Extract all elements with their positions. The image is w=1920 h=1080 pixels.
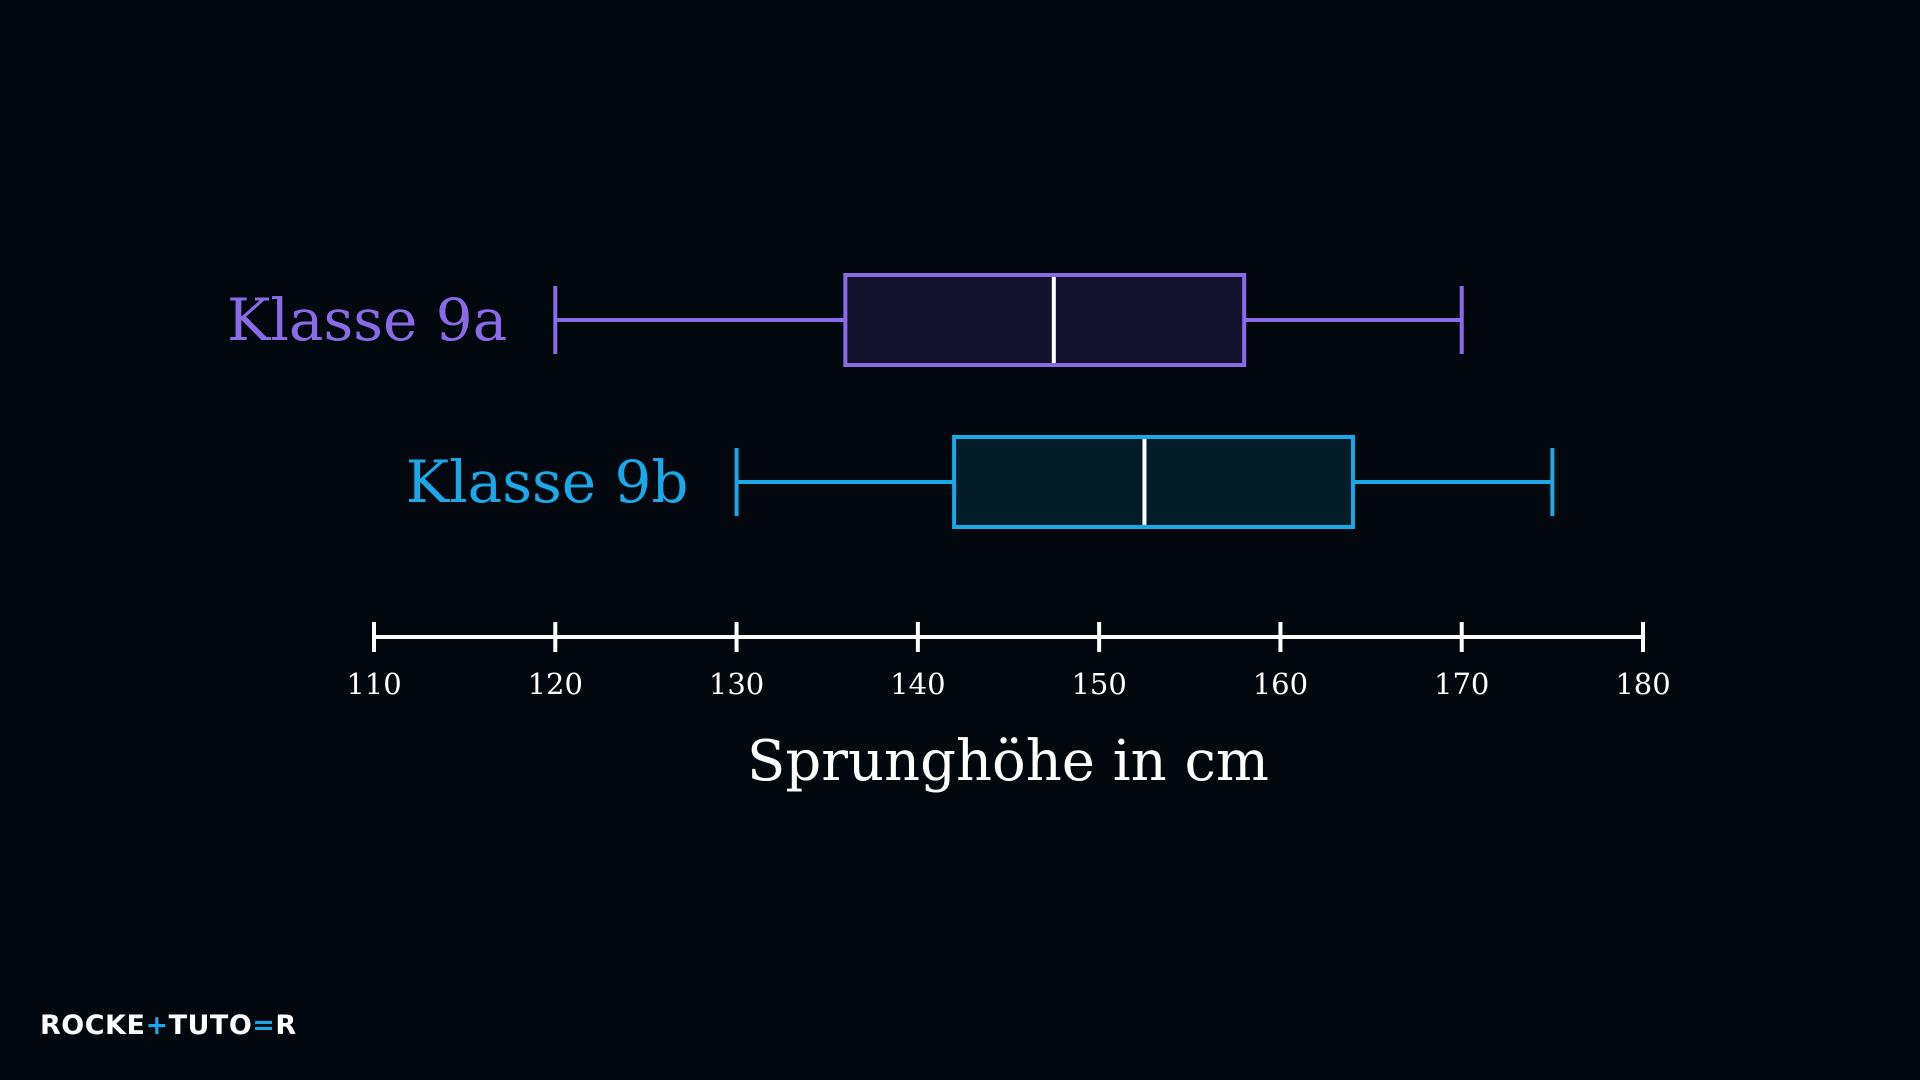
x-tick-label: 180 [1615,667,1670,701]
x-tick-label: 120 [528,667,583,701]
category-label: Klasse 9b [406,448,689,516]
x-axis-title: Sprunghöhe in cm [747,729,1269,794]
iqr-box [952,435,1355,529]
boxplot-2: Klasse 9b [406,435,1555,529]
x-tick-label: 140 [890,667,945,701]
x-tick-label: 170 [1434,667,1489,701]
iqr-box [843,273,1247,367]
rockettutor-logo: ROCKE+TUTO=R [40,1010,297,1041]
category-label: Klasse 9a [227,286,507,354]
x-tick-label: 160 [1253,667,1308,701]
boxplot-1: Klasse 9a [227,273,1464,367]
x-tick-label: 110 [346,667,401,701]
x-tick-label: 150 [1071,667,1126,701]
x-tick-label: 130 [709,667,764,701]
